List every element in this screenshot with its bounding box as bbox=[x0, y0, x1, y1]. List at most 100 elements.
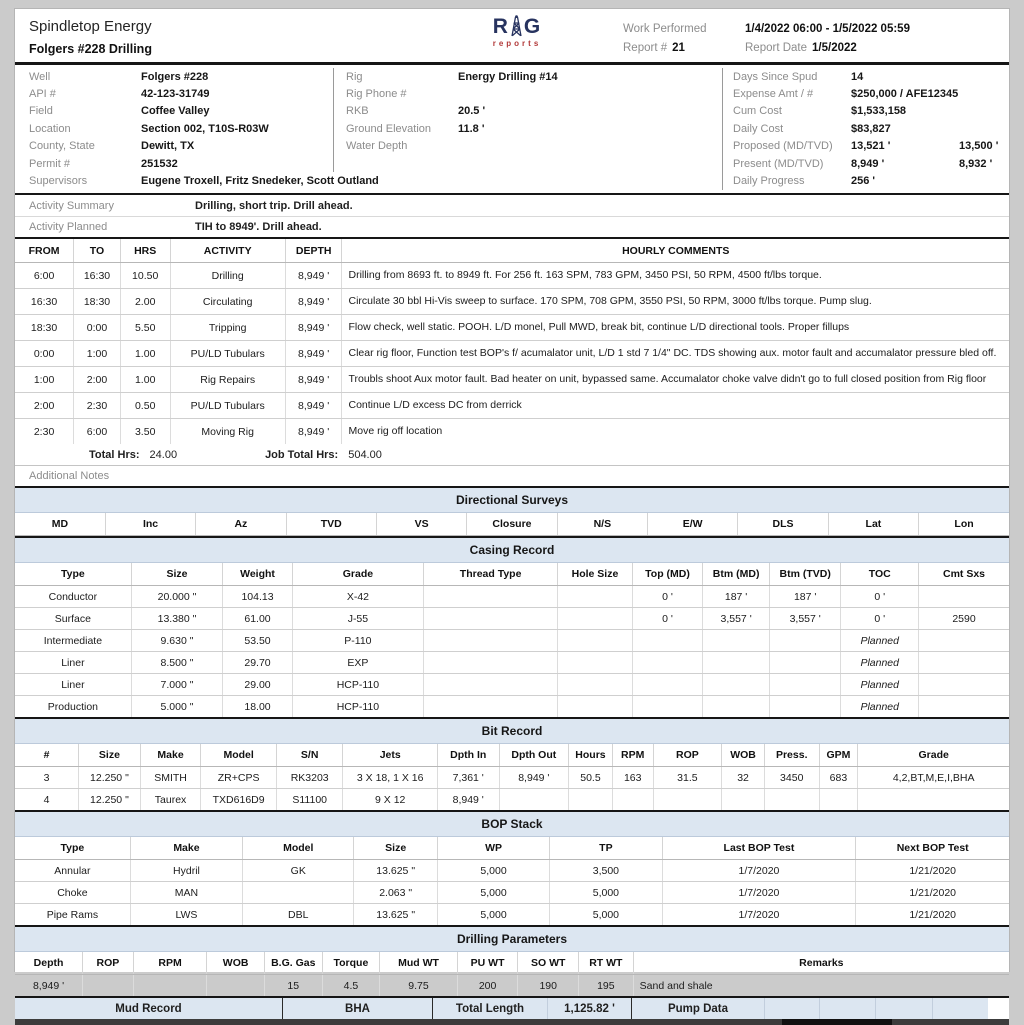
report-header: Spindletop Energy Folgers #228 Drilling … bbox=[15, 9, 1009, 62]
field-value: 251532 bbox=[141, 157, 178, 170]
field-row: Daily Progress 256 ' bbox=[733, 172, 1009, 189]
field-label: Location bbox=[29, 122, 71, 135]
cell: 1:00 bbox=[73, 340, 121, 367]
cell: 1/21/2020 bbox=[855, 881, 1009, 904]
cell: 12.250 " bbox=[78, 766, 141, 789]
cell: 0.50 bbox=[120, 392, 171, 419]
hourly-comments-table: FROM TO HRS ACTIVITY DEPTH HOURLY COMMENTS 6:… bbox=[15, 239, 1009, 444]
column-header: PU WT bbox=[457, 951, 519, 975]
column-header: Jets bbox=[342, 743, 438, 767]
field-value-2: 8,932 ' bbox=[959, 157, 993, 170]
cell: 8,949 ' bbox=[285, 418, 343, 444]
column-header: Type bbox=[15, 562, 132, 586]
table-row: 0:00 1:00 1.00 PU/LD Tubulars 8,949 ' Clear r… bbox=[15, 340, 1009, 367]
cell: 2:30 bbox=[73, 392, 121, 419]
field-row: County, State Dewitt, TX bbox=[29, 138, 333, 155]
cell: 8,949 ' bbox=[285, 314, 343, 341]
cell: 8,949 ' bbox=[285, 340, 343, 367]
cell: Planned bbox=[840, 695, 919, 717]
column-header: S/N bbox=[276, 743, 344, 767]
field-row: Well Folgers #228 bbox=[29, 68, 333, 85]
cell bbox=[769, 673, 842, 696]
section-title-drilling-parameters: Drilling Parameters bbox=[15, 927, 1009, 952]
cell: 190 bbox=[517, 974, 580, 996]
cell bbox=[702, 651, 770, 674]
field-value-2: 13,500 ' bbox=[959, 140, 999, 153]
column-header: Make bbox=[130, 836, 244, 860]
column-header: DEPTH bbox=[285, 239, 343, 263]
column-header: WOB bbox=[721, 743, 765, 767]
cell: 0 ' bbox=[840, 585, 919, 608]
cell: 683 bbox=[819, 766, 859, 789]
column-header: Size bbox=[131, 562, 224, 586]
cell: 1/21/2020 bbox=[855, 859, 1009, 882]
cell bbox=[557, 651, 633, 674]
column-header: Last BOP Test bbox=[662, 836, 857, 860]
column-header: TVD bbox=[286, 512, 377, 536]
field-label: Rig bbox=[346, 70, 363, 83]
field-label: Daily Progress bbox=[733, 175, 805, 188]
field-value: $83,827 bbox=[851, 122, 891, 135]
cell: 8,949 ' bbox=[15, 974, 84, 996]
field-label: Field bbox=[29, 105, 53, 118]
cell: Drilling bbox=[170, 262, 286, 289]
hourly-totals-row: Total Hrs: 24.00 Job Total Hrs: 504.00 bbox=[15, 444, 1009, 466]
cell bbox=[918, 673, 1009, 696]
well-info-col-2: Rig Energy Drilling #14 Rig Phone # RKB 20.5… bbox=[333, 68, 722, 172]
well-info-col-1: Well Folgers #228 API # 42-123-31749 Field Co… bbox=[29, 68, 379, 190]
cell: 10.50 bbox=[120, 262, 171, 289]
divider bbox=[15, 536, 1009, 538]
field-value: Coffee Valley bbox=[141, 105, 210, 118]
report-date-label: Report Date bbox=[745, 41, 808, 54]
cell: 1/7/2020 bbox=[662, 881, 857, 904]
cell bbox=[918, 651, 1009, 674]
cell: 5.50 bbox=[120, 314, 171, 341]
column-header: Az bbox=[195, 512, 287, 536]
cell bbox=[133, 974, 208, 996]
cell: 12.250 " bbox=[78, 788, 141, 810]
cell: P-110 bbox=[292, 629, 425, 652]
table-row: 2:30 6:00 3.50 Moving Rig 8,949 ' Move rig of… bbox=[15, 418, 1009, 444]
table-row: Annular Hydril GK 13.625 " 5,000 3,500 1/7/202… bbox=[15, 859, 1009, 882]
cell: Choke bbox=[15, 881, 131, 904]
column-header: B.G. Gas bbox=[264, 951, 323, 975]
empty-cell bbox=[819, 998, 875, 1019]
column-header: Btm (TVD) bbox=[769, 562, 842, 586]
cell: 15 bbox=[264, 974, 323, 996]
table-row: Pipe Rams LWS DBL 13.625 " 5,000 5,000 1/7/202… bbox=[15, 903, 1009, 925]
cell bbox=[423, 607, 559, 630]
column-header: TOC bbox=[840, 562, 919, 586]
cell: 1/7/2020 bbox=[662, 859, 857, 882]
cell: 0 ' bbox=[840, 607, 919, 630]
cell: 18:30 bbox=[15, 314, 75, 341]
column-header: Dpth In bbox=[437, 743, 500, 767]
column-header: RPM bbox=[133, 951, 208, 975]
cell bbox=[702, 695, 770, 717]
cell: 7.000 " bbox=[131, 673, 224, 696]
cell: 7,361 ' bbox=[437, 766, 500, 789]
column-header: ROP bbox=[82, 951, 134, 975]
column-header: TO bbox=[73, 239, 121, 263]
cell: 2590 bbox=[918, 607, 1009, 630]
cell: TXD616D9 bbox=[200, 788, 277, 810]
activity-summary-label: Activity Summary bbox=[29, 199, 114, 212]
field-value: Eugene Troxell, Fritz Snedeker, Scott Ou… bbox=[141, 175, 379, 188]
field-label: Daily Cost bbox=[733, 122, 784, 135]
column-header: VS bbox=[376, 512, 468, 536]
cell: MAN bbox=[130, 881, 244, 904]
cell: 1.00 bbox=[120, 340, 171, 367]
table-row: 8,949 ' 15 4.5 9.75 200 190 195 Sand and shale bbox=[15, 974, 1009, 996]
cell: 9 X 12 bbox=[342, 788, 438, 810]
cell: X-42 bbox=[292, 585, 425, 608]
field-value: 8,949 ' bbox=[851, 157, 885, 170]
table-row: Conductor 20.000 " 104.13 X-42 0 ' 187 ' 187 '… bbox=[15, 585, 1009, 608]
cell: Move rig off location bbox=[348, 424, 443, 437]
field-label: Expense Amt / # bbox=[733, 88, 814, 101]
field-label: Rig Phone # bbox=[346, 88, 407, 101]
table-row: 6:00 16:30 10.50 Drilling 8,949 ' Drilling fr… bbox=[15, 262, 1009, 289]
cell: 13.625 " bbox=[353, 903, 438, 925]
cell: Tripping bbox=[170, 314, 286, 341]
column-header: Closure bbox=[466, 512, 558, 536]
field-label: Proposed (MD/TVD) bbox=[733, 140, 833, 153]
